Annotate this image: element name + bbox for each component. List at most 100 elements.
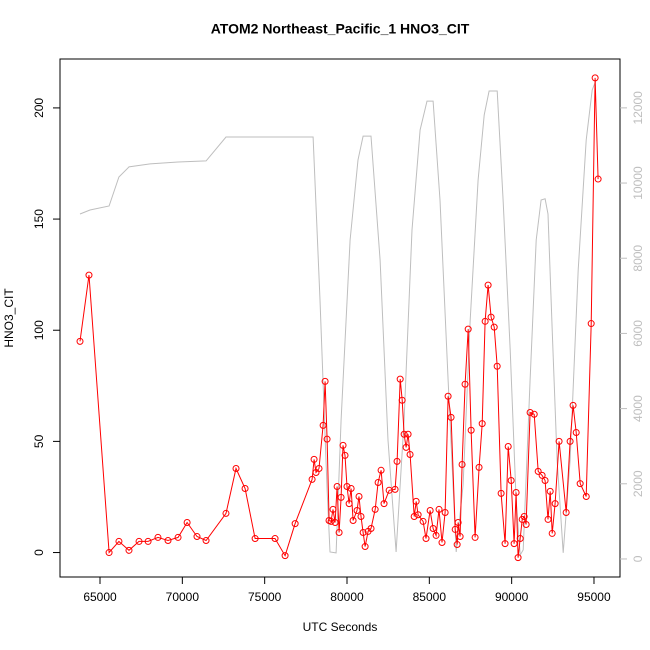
data-point [510,540,518,548]
x-tick-label: 80000 [330,590,364,604]
data-point [349,517,357,525]
data-point [315,465,323,473]
data-point [478,420,486,428]
y2-tick-label: 0 [631,555,645,562]
data-point [548,529,556,537]
x-tick-label: 70000 [166,590,200,604]
data-point [501,540,509,548]
data-point [454,519,462,527]
data-point [76,337,84,345]
x-tick-label: 75000 [248,590,282,604]
data-point [530,410,538,418]
data-point [490,323,498,331]
data-point [343,483,351,491]
data-point [520,513,528,521]
data-point [85,271,93,279]
data-point [447,413,455,421]
y-tick-label: 100 [32,320,46,340]
data-point [441,509,449,517]
data-point [576,480,584,488]
data-point [391,485,399,493]
data-point [353,507,361,515]
plot-frame [59,58,621,578]
y-tick-label: 200 [32,98,46,118]
data-point [327,517,335,525]
data-point [582,493,590,501]
data-point [125,546,133,554]
data-point [516,535,524,543]
data-point [271,535,279,543]
chart-title: ATOM2 Northeast_Pacific_1 HNO3_CIT [211,21,470,37]
data-point [555,437,563,445]
data-point [310,455,318,463]
data-point [475,463,483,471]
data-point [341,451,349,459]
data-point [414,511,422,519]
data-point [471,533,479,541]
y-tick-label: 0 [32,549,46,556]
data-point [335,529,343,537]
data-point [331,519,339,527]
y2-tick-label: 2000 [631,470,645,497]
y2-tick-label: 6000 [631,320,645,347]
data-point [461,380,469,388]
data-point [291,520,299,528]
x-tick-label: 85000 [413,590,447,604]
data-point [357,513,365,521]
data-point [359,529,367,537]
data-point [429,525,437,533]
data-point [144,537,152,545]
data-point [507,477,515,485]
data-point [419,517,427,525]
data-point [512,489,520,497]
data-point [422,535,430,543]
data-point [371,505,379,513]
y2-tick-label: 12000 [631,91,645,125]
data-point [484,281,492,289]
data-point [587,320,595,328]
data-point [174,533,182,541]
data-point [481,317,489,325]
data-point [504,442,512,450]
data-point [367,525,375,533]
y-axis-label: HNO3_CIT [2,288,16,348]
x-tick-label: 90000 [495,590,529,604]
data-point [400,430,408,438]
data-point [487,313,495,321]
data-point [355,493,363,501]
data-point [591,74,599,82]
data-point [412,497,420,505]
data-point [361,543,369,551]
data-point [115,537,123,545]
data-point [544,515,552,523]
data-point [333,483,341,491]
data-point [345,500,353,508]
data-point [566,437,574,445]
data-point [435,505,443,513]
data-point [432,531,440,539]
data-point [538,471,546,479]
data-point [337,493,345,501]
data-point [329,505,337,513]
data-point [426,507,434,515]
data-point [241,485,249,493]
data-point [514,554,522,562]
y2-tick-label: 8000 [631,245,645,272]
data-point [541,477,549,485]
data-point [393,457,401,465]
x-tick-label: 95000 [577,590,611,604]
data-point [402,443,410,451]
data-point [451,525,459,533]
data-point [380,500,388,508]
data-point [522,521,530,529]
data-point [410,513,418,521]
data-point [135,537,143,545]
data-point [453,541,461,549]
data-point [406,451,414,459]
data-point [308,475,316,483]
x-tick-label: 65000 [83,590,117,604]
data-point [377,466,385,474]
data-point [319,421,327,429]
data-point [323,435,331,443]
